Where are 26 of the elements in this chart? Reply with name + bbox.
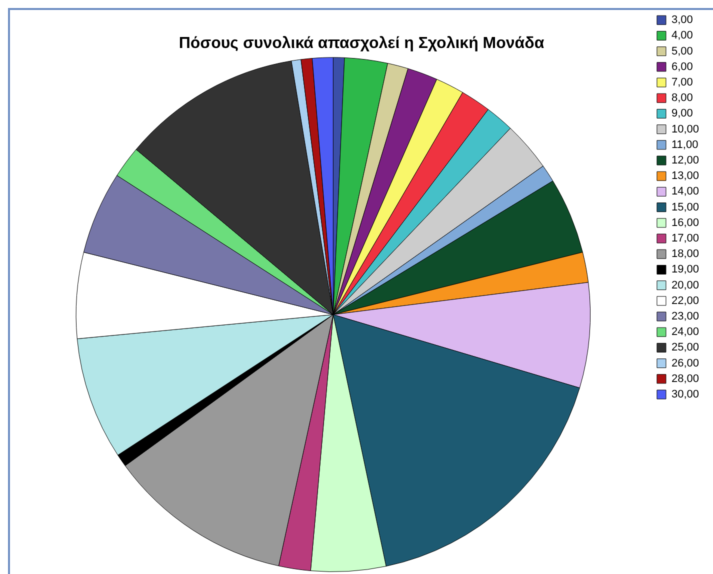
legend-label: 19,00 — [671, 264, 700, 276]
legend-label: 6,00 — [671, 60, 693, 73]
legend-label: 20,00 — [671, 279, 700, 292]
legend-label: 3,00 — [671, 14, 693, 26]
legend-label: 18,00 — [671, 248, 700, 260]
legend-label: 30,00 — [671, 388, 700, 401]
legend-label: 15,00 — [671, 201, 700, 214]
legend-label: 22,00 — [671, 294, 700, 307]
legend-label: 13,00 — [671, 170, 700, 182]
legend-label: 26,00 — [671, 357, 700, 370]
legend-label: 28,00 — [671, 372, 700, 385]
legend-label: 9,00 — [671, 108, 693, 120]
legend-label: 24,00 — [671, 326, 700, 338]
legend-label: 5,00 — [671, 45, 693, 58]
legend-label: 23,00 — [671, 310, 700, 323]
legend-label: 11,00 — [671, 138, 698, 151]
legend-label: 16,00 — [671, 216, 700, 229]
legend-label: 12,00 — [671, 154, 700, 167]
legend-label: 25,00 — [671, 342, 700, 354]
text: Πόσους συνολικά απασχολεί η Σχολική Μονάδα — [178, 35, 544, 52]
legend-label: 17,00 — [671, 232, 700, 245]
legend-label: 7,00 — [671, 76, 693, 89]
legend-label: 8,00 — [671, 92, 693, 104]
legend-label: 10,00 — [671, 123, 700, 136]
legend-label: 14,00 — [671, 186, 700, 198]
legend-label: 4,00 — [671, 30, 693, 42]
